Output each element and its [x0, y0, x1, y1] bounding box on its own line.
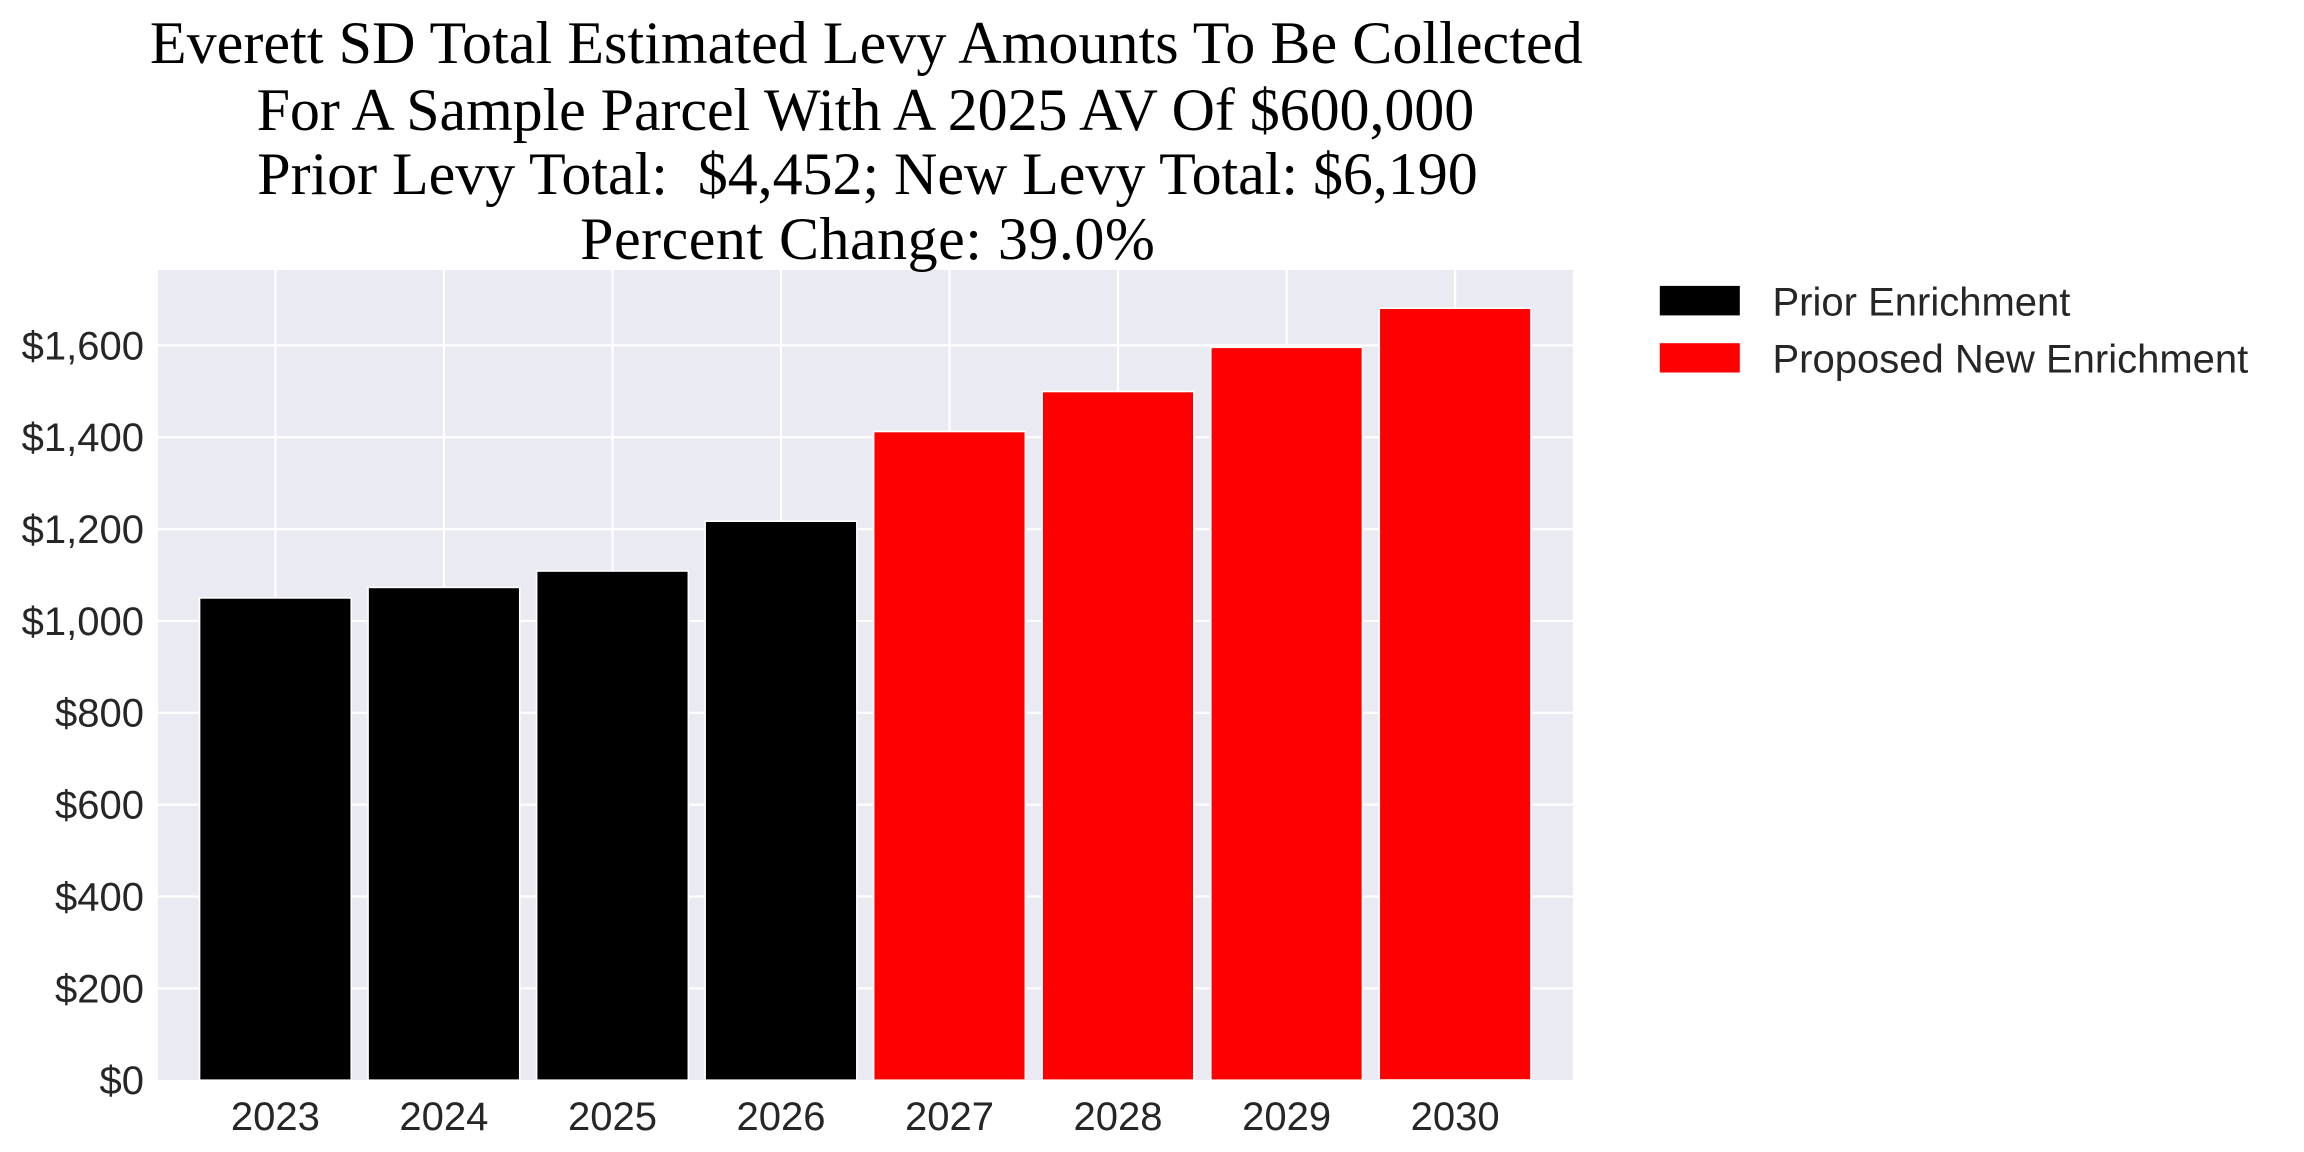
- svg-text:Prior Enrichment: Prior Enrichment: [1773, 281, 2071, 325]
- svg-text:2029: 2029: [1242, 1095, 1331, 1139]
- svg-text:$1,400: $1,400: [22, 416, 144, 460]
- svg-text:$400: $400: [55, 875, 144, 919]
- svg-text:Percent Change: 39.0%: Percent Change: 39.0%: [580, 206, 1155, 272]
- svg-text:Proposed New Enrichment: Proposed New Enrichment: [1773, 337, 2249, 381]
- svg-text:For A Sample Parcel With A 202: For A Sample Parcel With A 2025 AV Of $6…: [257, 77, 1475, 143]
- svg-text:Everett SD Total Estimated Lev: Everett SD Total Estimated Levy Amounts …: [150, 10, 1583, 76]
- svg-text:2027: 2027: [905, 1095, 994, 1139]
- svg-text:2028: 2028: [1074, 1095, 1163, 1139]
- svg-text:2023: 2023: [231, 1095, 320, 1139]
- svg-text:2026: 2026: [737, 1095, 826, 1139]
- svg-text:$800: $800: [55, 692, 144, 736]
- svg-text:2030: 2030: [1411, 1095, 1500, 1139]
- svg-text:$1,200: $1,200: [22, 508, 144, 552]
- svg-text:$1,000: $1,000: [22, 600, 144, 644]
- svg-text:$200: $200: [55, 967, 144, 1011]
- svg-text:2024: 2024: [399, 1095, 488, 1139]
- svg-text:$1,600: $1,600: [22, 324, 144, 368]
- svg-text:Prior Levy Total: $4,452; New: Prior Levy Total: $4,452; New Levy Total…: [257, 141, 1477, 207]
- svg-text:$600: $600: [55, 784, 144, 828]
- svg-text:2025: 2025: [568, 1095, 657, 1139]
- svg-text:$0: $0: [100, 1059, 145, 1103]
